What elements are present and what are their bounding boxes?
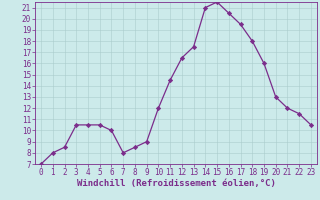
X-axis label: Windchill (Refroidissement éolien,°C): Windchill (Refroidissement éolien,°C) <box>76 179 276 188</box>
